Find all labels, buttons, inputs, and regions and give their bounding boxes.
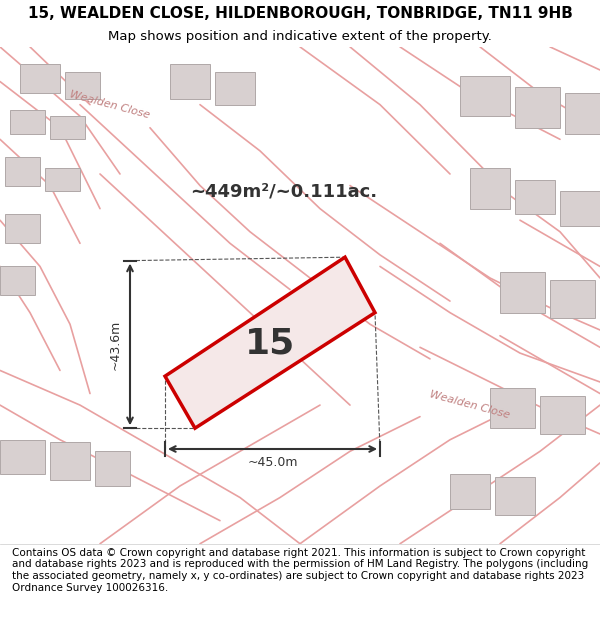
Polygon shape xyxy=(0,266,35,295)
Polygon shape xyxy=(65,72,100,99)
Polygon shape xyxy=(20,64,60,93)
Polygon shape xyxy=(170,64,210,99)
Polygon shape xyxy=(5,157,40,186)
Text: Wealden Close: Wealden Close xyxy=(429,389,511,421)
Polygon shape xyxy=(0,440,45,474)
Polygon shape xyxy=(50,116,85,139)
Polygon shape xyxy=(540,396,585,434)
Text: 15: 15 xyxy=(245,326,295,361)
Polygon shape xyxy=(515,180,555,214)
Polygon shape xyxy=(490,388,535,428)
Polygon shape xyxy=(470,168,510,209)
Polygon shape xyxy=(95,451,130,486)
Text: 15, WEALDEN CLOSE, HILDENBOROUGH, TONBRIDGE, TN11 9HB: 15, WEALDEN CLOSE, HILDENBOROUGH, TONBRI… xyxy=(28,6,572,21)
Polygon shape xyxy=(550,280,595,318)
Polygon shape xyxy=(10,111,45,134)
Polygon shape xyxy=(515,88,560,128)
Polygon shape xyxy=(165,257,375,428)
Text: ~43.6m: ~43.6m xyxy=(109,319,121,369)
Polygon shape xyxy=(5,214,40,243)
Text: ~45.0m: ~45.0m xyxy=(247,456,298,469)
Polygon shape xyxy=(450,474,490,509)
Text: ~449m²/~0.111ac.: ~449m²/~0.111ac. xyxy=(190,182,377,201)
Polygon shape xyxy=(45,168,80,191)
Text: Wealden Close: Wealden Close xyxy=(69,89,151,120)
Polygon shape xyxy=(50,442,90,480)
Polygon shape xyxy=(560,191,600,226)
Polygon shape xyxy=(215,72,255,104)
Polygon shape xyxy=(565,93,600,134)
Text: Map shows position and indicative extent of the property.: Map shows position and indicative extent… xyxy=(108,30,492,43)
Text: Contains OS data © Crown copyright and database right 2021. This information is : Contains OS data © Crown copyright and d… xyxy=(12,548,588,592)
Polygon shape xyxy=(495,477,535,515)
Polygon shape xyxy=(500,272,545,312)
Polygon shape xyxy=(460,76,510,116)
